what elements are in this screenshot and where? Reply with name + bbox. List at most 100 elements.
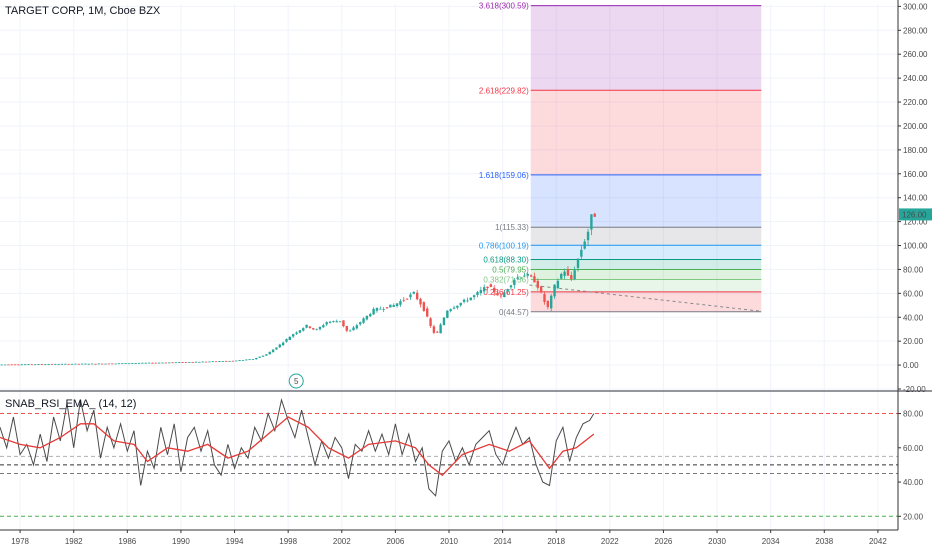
time-axis-label: 1982: [65, 537, 83, 546]
candle-body: [452, 307, 456, 309]
candle-body: [231, 360, 235, 362]
candle-body: [204, 361, 208, 363]
candle-body: [472, 295, 476, 298]
price-axis-label: 80.00: [903, 265, 924, 274]
candle-body: [74, 363, 77, 365]
candle-body: [104, 363, 107, 365]
fib-level-label: 0.382(71.56): [483, 276, 529, 285]
candle-body: [178, 362, 181, 363]
candle-body: [369, 314, 372, 317]
price-axis-label: 260.00: [903, 50, 928, 59]
candle-body: [218, 361, 221, 362]
candle-body: [583, 241, 586, 249]
candle-body: [40, 364, 44, 365]
candle-body: [436, 331, 439, 333]
ema-series-line[interactable]: [0, 416, 595, 477]
candle-body: [64, 363, 67, 365]
candle-body: [466, 300, 469, 302]
price-axis-label: -20.00: [903, 385, 926, 394]
candle-body: [570, 275, 573, 280]
candle-body: [342, 320, 345, 327]
rsi-series-line[interactable]: [0, 397, 595, 497]
price-axis-label: 160.00: [903, 170, 928, 179]
candle-body: [87, 363, 90, 365]
candle-body: [546, 300, 550, 308]
time-axis-label: 2030: [708, 537, 726, 546]
candle-body: [553, 284, 556, 297]
candle-body: [100, 363, 104, 365]
candle-body: [426, 308, 429, 317]
candle-body: [20, 364, 23, 366]
candle-body: [228, 360, 231, 362]
time-axis-label: 1998: [279, 537, 297, 546]
candle-body: [335, 321, 338, 323]
fib-zone: [530, 5, 762, 91]
candle-body: [459, 302, 462, 306]
price-axis-label: 0.00: [903, 361, 919, 370]
candle-body: [291, 334, 295, 337]
fib-zone: [530, 259, 762, 270]
event-marker-icon[interactable]: [288, 373, 304, 389]
candle-body: [560, 273, 563, 279]
candle-body: [67, 363, 70, 365]
candle-body: [157, 362, 161, 364]
candle-body: [409, 294, 412, 298]
candle-body: [375, 308, 379, 311]
candle-body: [17, 364, 20, 366]
candle-body: [405, 298, 409, 300]
time-axis-label: 2014: [494, 537, 512, 546]
candle-body: [77, 363, 80, 365]
candle-body: [302, 328, 305, 331]
candle-body: [449, 309, 452, 312]
fib-level-label: 0.786(100.19): [479, 241, 529, 250]
candle-body: [255, 357, 258, 360]
candle-body: [0, 364, 3, 366]
time-axis-label: 2010: [440, 537, 458, 546]
candle-body: [312, 328, 315, 330]
fib-zone: [530, 245, 762, 260]
candle-body: [161, 362, 164, 364]
candle-body: [134, 363, 137, 364]
candle-body: [476, 292, 479, 295]
candle-body: [268, 351, 271, 355]
rsi-axis-label: 80.00: [903, 410, 924, 419]
candle-body: [332, 321, 335, 322]
candle-body: [395, 303, 399, 307]
candle-body: [322, 325, 325, 328]
price-axis-label: 180.00: [903, 146, 928, 155]
candle-body: [184, 362, 188, 363]
candle-body: [241, 360, 245, 361]
candle-body: [359, 322, 362, 325]
candle-body: [345, 325, 349, 331]
candle-body: [566, 269, 570, 276]
price-axis-label: 120.00: [903, 218, 928, 227]
candle-body: [493, 287, 496, 293]
indicator-title: SNAB_RSI_EMA_ (14, 12): [5, 398, 137, 410]
candle-body: [271, 349, 275, 353]
candle-body: [7, 364, 10, 366]
candle-body: [30, 364, 34, 366]
price-axis-label: 140.00: [903, 194, 928, 203]
time-axis-label: 2034: [762, 537, 780, 546]
trend-line[interactable]: [529, 284, 762, 312]
candle-body: [308, 326, 312, 329]
candle-body: [580, 249, 583, 257]
time-axis-label: 1978: [11, 537, 29, 546]
candle-body: [50, 363, 54, 365]
candle-body: [295, 332, 298, 334]
candle-body: [127, 363, 131, 365]
candle-body: [536, 280, 539, 288]
candle-body: [328, 321, 332, 323]
candle-body: [54, 363, 57, 365]
candle-body: [372, 308, 375, 315]
candle-body: [479, 290, 483, 294]
candle-body: [399, 301, 402, 305]
time-axis-label: 2018: [547, 537, 565, 546]
candle-body: [586, 231, 590, 241]
candle-body: [10, 364, 13, 366]
candle-body: [469, 297, 472, 301]
fib-zone: [530, 90, 762, 175]
candle-body: [174, 362, 178, 364]
candle-body: [13, 364, 17, 366]
